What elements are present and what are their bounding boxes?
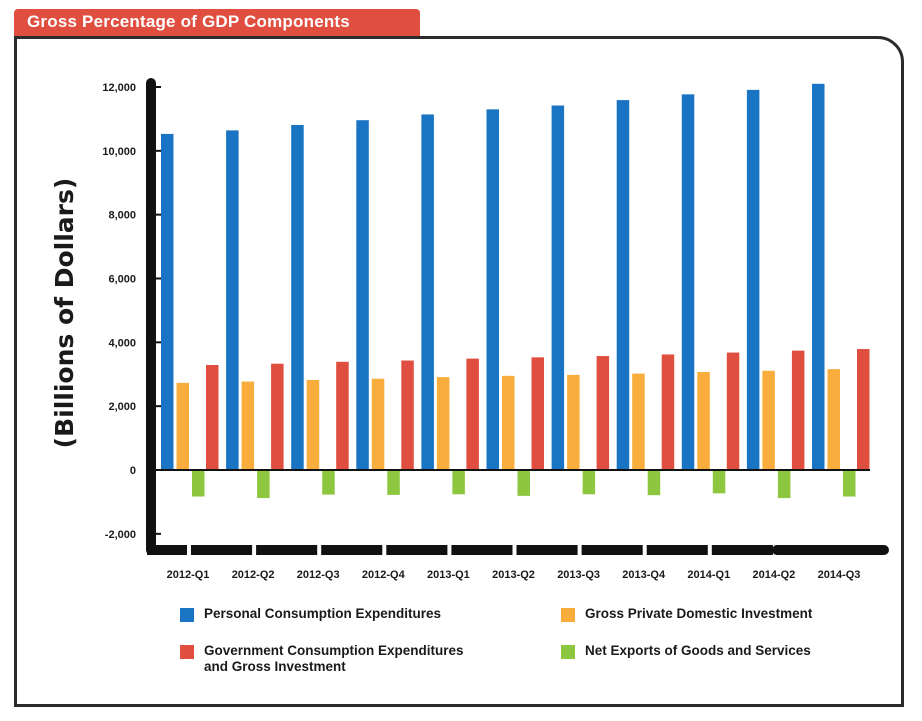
bar-gross-private-investment-2012-q3	[306, 379, 320, 470]
bar-net-exports-2014-q2	[777, 470, 791, 499]
bar-government-consumption-2012-q4	[401, 360, 414, 470]
y-tick-label-7: -2,000	[105, 529, 136, 541]
x-tick-label-2012-q2: 2012-Q2	[232, 569, 275, 581]
bar-government-consumption-2013-q2	[531, 357, 544, 470]
bar-government-consumption-2014-q1	[726, 352, 740, 470]
bar-net-exports-2012-q4	[387, 470, 400, 495]
bar-personal-consumption-2013-q4	[616, 100, 630, 471]
legend-label-gross-private-investment: Gross Private Domestic Investment	[585, 606, 813, 621]
bar-personal-consumption-2014-q3	[812, 83, 825, 470]
bar-government-consumption-2013-q3	[596, 356, 610, 470]
x-tick-label-2014-q3: 2014-Q3	[818, 569, 861, 581]
bar-personal-consumption-2012-q3	[291, 124, 304, 470]
chart-title: Gross Percentage of GDP Components	[27, 12, 350, 31]
bar-personal-consumption-2013-q3	[551, 105, 565, 471]
legend-label-government-line-2: and Gross Investment	[204, 659, 346, 674]
bar-gross-private-investment-2014-q2	[762, 370, 775, 470]
title-tab	[14, 9, 420, 38]
x-tick-label-2013-q3: 2013-Q3	[557, 569, 600, 581]
x-tick-label-2013-q2: 2013-Q2	[492, 569, 535, 581]
legend-label-personal-consumption: Personal Consumption Expenditures	[204, 606, 442, 621]
x-tick-label-2013-q1: 2013-Q1	[427, 569, 470, 581]
bar-gross-private-investment-2013-q1	[436, 377, 450, 470]
bar-gross-private-investment-2014-q1	[697, 372, 710, 470]
legend-item-net-exports: Net Exports of Goods and Services	[561, 643, 811, 659]
x-tick-label-2014-q2: 2014-Q2	[752, 569, 795, 581]
x-tick-label-2012-q4: 2012-Q4	[362, 569, 406, 581]
bar-net-exports-2012-q3	[322, 470, 335, 495]
y-tick-label-2: 8,000	[108, 210, 136, 222]
bar-personal-consumption-2014-q1	[681, 94, 695, 471]
bar-net-exports-2013-q4	[647, 470, 661, 496]
bar-government-consumption-2014-q2	[791, 350, 805, 470]
bar-personal-consumption-2012-q4	[356, 120, 369, 471]
x-tick-label-2014-q1: 2014-Q1	[687, 569, 730, 581]
y-tick-label-3: 6,000	[108, 274, 136, 286]
bar-net-exports-2014-q3	[843, 470, 856, 497]
legend-swatch-net-exports	[561, 645, 575, 659]
y-tick-label-5: 2,000	[108, 401, 136, 413]
y-tick-label-1: 10,000	[102, 146, 136, 158]
bar-personal-consumption-2012-q1	[161, 133, 174, 471]
x-tick-label-2012-q3: 2012-Q3	[297, 569, 340, 581]
bar-net-exports-2012-q1	[192, 470, 205, 497]
legend-swatch-gross-private-investment	[561, 608, 575, 622]
legend-swatch-government-consumption	[180, 645, 194, 659]
x-tick-label-2013-q4: 2013-Q4	[622, 569, 666, 581]
legend-label-government-line-1: Government Consumption Expenditures	[204, 643, 464, 658]
bar-net-exports-2013-q2	[517, 470, 530, 496]
legend-item-gross-private-investment: Gross Private Domestic Investment	[561, 606, 812, 622]
chart-frame	[14, 36, 904, 707]
bar-personal-consumption-2013-q2	[486, 109, 499, 470]
x-tick-label-2012-q1: 2012-Q1	[167, 569, 210, 581]
bar-personal-consumption-2013-q1	[421, 114, 434, 470]
bar-government-consumption-2012-q3	[336, 361, 349, 470]
y-tick-label-6: 0	[130, 465, 136, 477]
bar-net-exports-2013-q1	[452, 470, 465, 495]
y-tick-label-4: 4,000	[108, 337, 136, 349]
legend-item-personal-consumption: Personal Consumption Expenditures	[180, 606, 441, 622]
bar-government-consumption-2013-q4	[661, 354, 675, 470]
bar-gross-private-investment-2013-q2	[502, 375, 515, 470]
bar-government-consumption-2013-q1	[466, 358, 479, 470]
bar-gross-private-investment-2014-q3	[827, 369, 840, 470]
bar-net-exports-2013-q3	[582, 470, 596, 495]
bar-net-exports-2014-q1	[712, 470, 726, 494]
bar-personal-consumption-2012-q2	[226, 130, 239, 470]
bar-government-consumption-2014-q3	[857, 349, 870, 470]
bar-gross-private-investment-2012-q2	[241, 381, 255, 470]
bar-net-exports-2012-q2	[257, 470, 270, 499]
bar-personal-consumption-2014-q2	[746, 89, 760, 470]
legend-label-government-consumption: Government Consumption Expenditures and …	[204, 643, 464, 675]
bar-gross-private-investment-2013-q4	[632, 373, 645, 470]
bar-gross-private-investment-2013-q3	[567, 374, 580, 470]
bar-government-consumption-2012-q1	[206, 364, 219, 470]
legend-label-net-exports: Net Exports of Goods and Services	[585, 643, 811, 658]
y-axis-title: (Billions of Dollars)	[50, 178, 79, 449]
legend-swatch-personal-consumption	[180, 608, 194, 622]
bar-gross-private-investment-2012-q4	[371, 378, 385, 470]
legend-item-government-consumption: Government Consumption Expenditures and …	[180, 643, 464, 675]
bar-gross-private-investment-2012-q1	[176, 382, 189, 470]
bar-government-consumption-2012-q2	[271, 363, 284, 470]
y-tick-label-0: 12,000	[102, 82, 136, 94]
